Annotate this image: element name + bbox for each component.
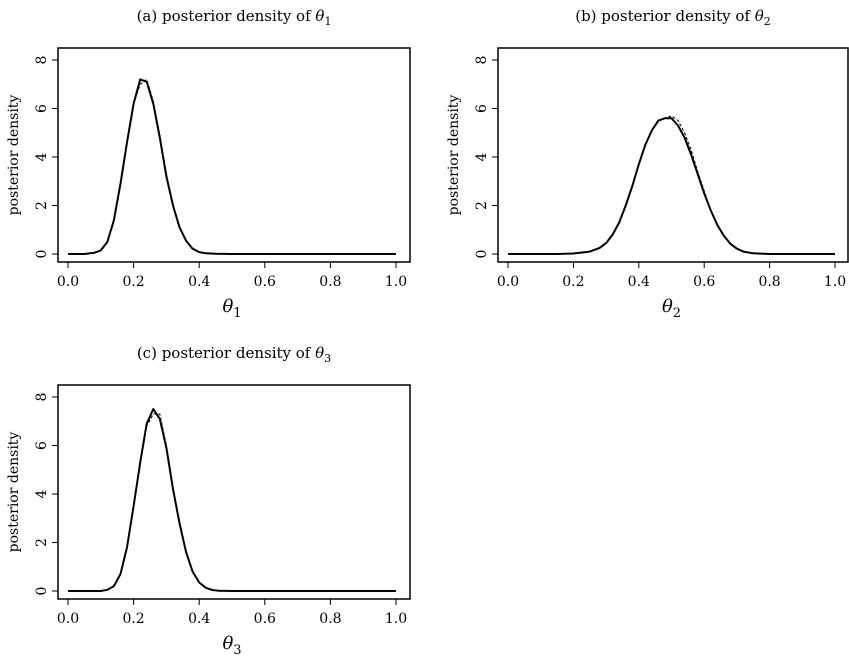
y-tick-label: 2 bbox=[474, 201, 490, 210]
y-tick-label: 0 bbox=[34, 587, 50, 596]
x-tick-label: 0.4 bbox=[628, 274, 650, 290]
density-line-solid bbox=[508, 118, 835, 254]
x-tick-label: 0.0 bbox=[497, 274, 519, 290]
density-line-dashed bbox=[68, 79, 396, 254]
x-tick-label: 0.6 bbox=[693, 274, 715, 290]
plot-frame bbox=[58, 385, 410, 599]
panel-2: (b) posterior density of θ202468posterio… bbox=[446, 7, 848, 321]
x-tick-label: 0.8 bbox=[319, 274, 341, 290]
x-axis-subscript: 2 bbox=[673, 306, 681, 321]
x-tick-label: 0.2 bbox=[122, 611, 144, 627]
y-tick-label: 4 bbox=[474, 152, 490, 161]
chart-title: (a) posterior density of θ1 bbox=[137, 7, 332, 28]
y-tick-label: 2 bbox=[34, 201, 50, 210]
chart-title-text: (a) posterior density of bbox=[137, 7, 316, 25]
x-tick-label: 0.8 bbox=[319, 611, 341, 627]
panel-3: (c) posterior density of θ302468posterio… bbox=[6, 344, 410, 658]
x-axis-subscript: 3 bbox=[233, 643, 241, 658]
y-tick-label: 8 bbox=[474, 56, 490, 65]
x-tick-label: 0.2 bbox=[122, 274, 144, 290]
x-tick-label: 0.0 bbox=[57, 611, 79, 627]
y-tick-label: 4 bbox=[34, 152, 50, 161]
y-tick-label: 0 bbox=[34, 250, 50, 259]
y-tick-label: 4 bbox=[34, 489, 50, 498]
density-line-solid bbox=[68, 409, 396, 591]
y-tick-label: 6 bbox=[474, 104, 490, 113]
density-line-dashed bbox=[508, 116, 835, 254]
chart-title-symbol: θ bbox=[755, 7, 764, 25]
x-tick-label: 0.8 bbox=[758, 274, 780, 290]
chart-title-text: (c) posterior density of bbox=[137, 344, 315, 362]
y-tick-label: 6 bbox=[34, 441, 50, 450]
x-axis-label: θ3 bbox=[222, 633, 241, 658]
x-tick-label: 1.0 bbox=[385, 274, 407, 290]
y-tick-label: 6 bbox=[34, 104, 50, 113]
density-line-dashed bbox=[68, 414, 396, 591]
chart-title-symbol: θ bbox=[315, 344, 324, 362]
chart-title-subscript: 1 bbox=[324, 15, 331, 28]
x-axis-symbol: θ bbox=[222, 296, 233, 317]
x-axis-label: θ2 bbox=[662, 296, 681, 321]
chart-title-subscript: 2 bbox=[764, 15, 771, 28]
y-axis-label: posterior density bbox=[6, 95, 22, 216]
y-axis-label: posterior density bbox=[446, 95, 462, 216]
chart-title: (c) posterior density of θ3 bbox=[137, 344, 331, 365]
x-axis-label: θ1 bbox=[222, 296, 241, 321]
y-axis-label: posterior density bbox=[6, 432, 22, 553]
x-tick-label: 0.4 bbox=[188, 611, 210, 627]
y-tick-label: 8 bbox=[34, 56, 50, 65]
x-axis-symbol: θ bbox=[662, 296, 673, 317]
x-tick-label: 1.0 bbox=[824, 274, 846, 290]
chart-title: (b) posterior density of θ2 bbox=[575, 7, 771, 28]
chart-title-symbol: θ bbox=[315, 7, 324, 25]
x-axis-symbol: θ bbox=[222, 633, 233, 654]
x-axis-subscript: 1 bbox=[233, 306, 241, 321]
density-line-solid bbox=[68, 79, 396, 254]
chart-title-text: (b) posterior density of bbox=[575, 7, 755, 25]
x-tick-label: 1.0 bbox=[385, 611, 407, 627]
y-tick-label: 2 bbox=[34, 538, 50, 547]
panel-1: (a) posterior density of θ102468posterio… bbox=[6, 7, 410, 321]
chart-title-subscript: 3 bbox=[324, 352, 331, 365]
y-tick-label: 0 bbox=[474, 250, 490, 259]
x-tick-label: 0.0 bbox=[57, 274, 79, 290]
x-tick-label: 0.4 bbox=[188, 274, 210, 290]
x-tick-label: 0.6 bbox=[254, 274, 276, 290]
plot-frame bbox=[498, 48, 848, 262]
x-tick-label: 0.6 bbox=[254, 611, 276, 627]
y-tick-label: 8 bbox=[34, 393, 50, 402]
x-tick-label: 0.2 bbox=[562, 274, 584, 290]
